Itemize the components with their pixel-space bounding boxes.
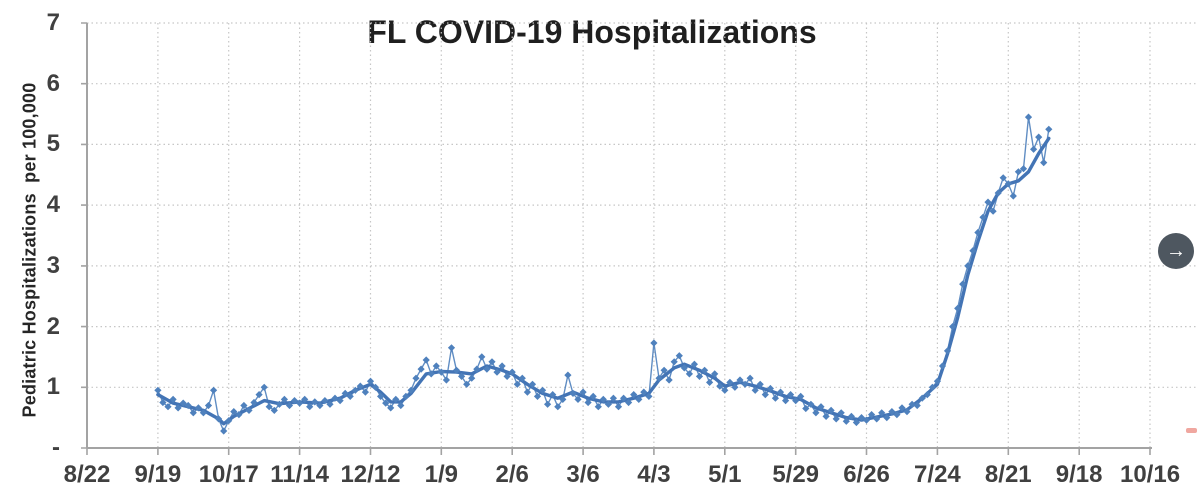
adjacent-image-sliver	[1186, 428, 1197, 433]
y-tick-label: 2	[46, 312, 60, 340]
carousel-next-button[interactable]: →	[1158, 233, 1194, 269]
x-tick-label: 4/3	[637, 461, 671, 488]
x-tick-label: 12/12	[340, 461, 401, 488]
y-tick-label: 3	[46, 251, 60, 279]
x-tick-label: 1/9	[424, 461, 459, 488]
x-tick-label: 8/22	[63, 461, 111, 488]
x-tick-label: 3/6	[566, 461, 600, 488]
axis-lines	[86, 23, 1152, 449]
chart-title: FL COVID-19 Hospitalizations	[367, 14, 817, 50]
arrow-right-icon: →	[1166, 240, 1186, 262]
x-tick-label: 7/24	[914, 461, 961, 488]
y-tick-label: 6	[46, 69, 60, 97]
v-gridlines	[157, 23, 1151, 448]
y-tick-label: 7	[46, 9, 60, 36]
x-tick-label: 8/21	[984, 461, 1032, 488]
scatter-connector-line	[157, 116, 1050, 433]
tick-marks	[81, 22, 1151, 455]
scatter-markers	[154, 113, 1053, 435]
x-tick-label: 9/18	[1055, 461, 1103, 488]
trend-line	[156, 136, 1051, 426]
x-tick-label: 2/6	[495, 461, 529, 488]
x-tick-label: 6/26	[843, 461, 890, 488]
y-tick-label: 5	[46, 130, 60, 158]
x-tick-label: 10/17	[198, 461, 259, 488]
x-tick-label: 5/1	[708, 461, 742, 488]
h-gridlines	[87, 22, 1197, 388]
y-tick-label: -	[52, 434, 60, 461]
x-tick-label: 10/16	[1119, 461, 1181, 488]
x-tick-label: 5/29	[772, 461, 820, 488]
x-tick-label: 9/19	[134, 461, 182, 488]
x-tick-label: 11/14	[270, 461, 329, 488]
y-tick-label: 1	[46, 373, 60, 401]
y-tick-label: 4	[46, 191, 60, 219]
